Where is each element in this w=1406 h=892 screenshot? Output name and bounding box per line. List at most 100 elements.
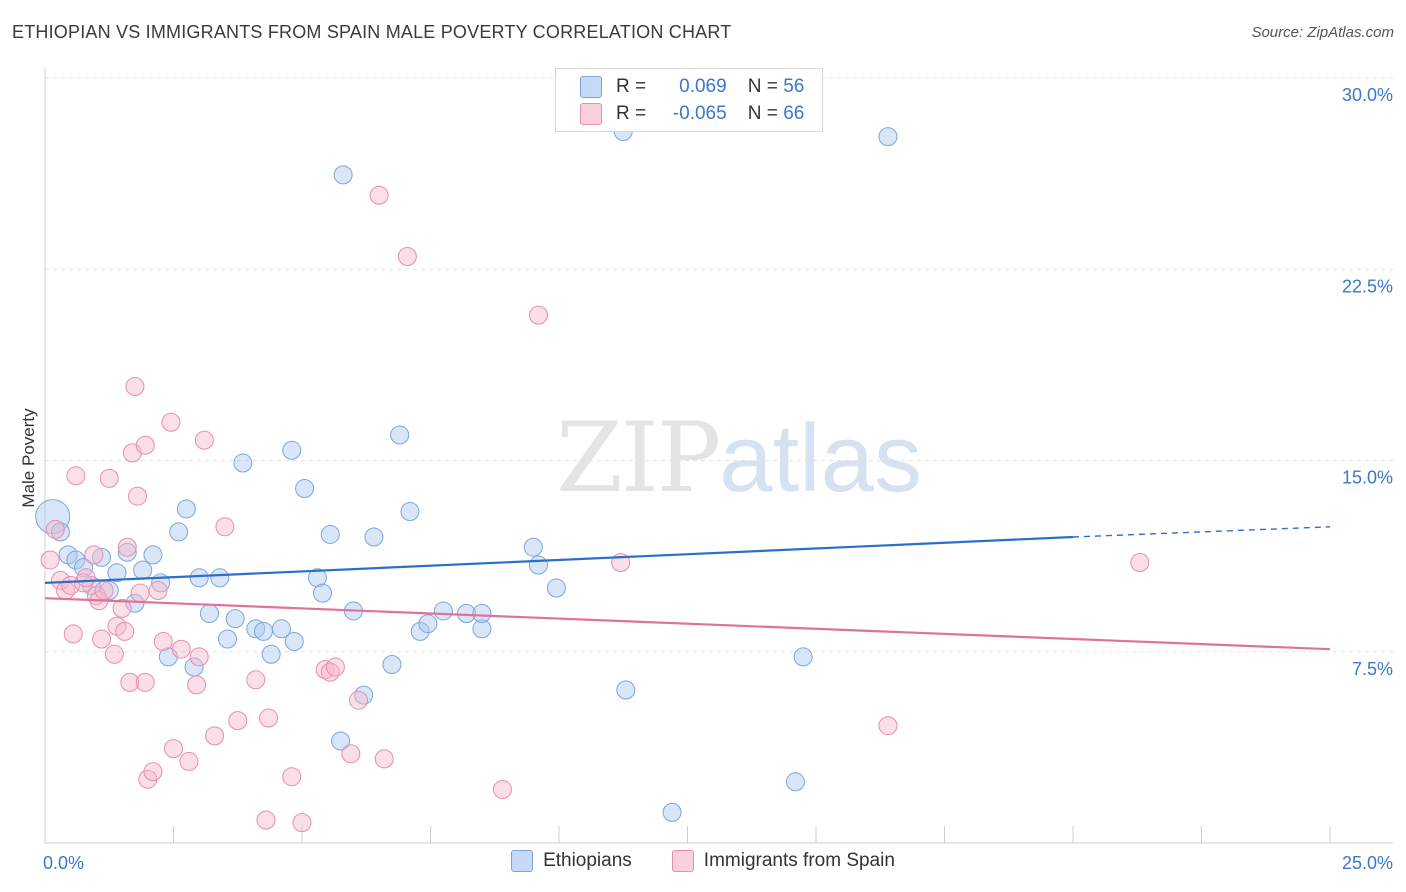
legend-item-spain: Immigrants from Spain <box>671 850 895 872</box>
watermark: ZIPatlas <box>556 402 922 514</box>
point-ethiopians <box>546 578 566 598</box>
legend-swatch-spain <box>671 850 694 872</box>
point-ethiopians <box>785 772 805 792</box>
point-spain <box>528 305 548 325</box>
y-tick-label: 22.5% <box>1342 276 1393 296</box>
x-tick-label: 25.0% <box>1342 853 1393 873</box>
point-spain <box>135 672 155 692</box>
point-spain <box>256 810 276 830</box>
point-spain <box>99 468 119 488</box>
point-spain <box>179 751 199 771</box>
point-spain <box>135 435 155 455</box>
point-spain <box>148 581 168 601</box>
point-spain <box>369 185 389 205</box>
watermark-zip: ZIP <box>556 402 721 514</box>
point-ethiopians <box>528 555 548 575</box>
point-spain <box>104 644 124 664</box>
point-ethiopians <box>210 568 230 588</box>
point-ethiopians <box>472 619 492 639</box>
point-ethiopians <box>143 545 163 565</box>
point-ethiopians <box>284 632 304 652</box>
point-ethiopians <box>331 731 351 751</box>
point-spain <box>341 744 361 764</box>
series-legend: Ethiopians Immigrants from Spain <box>0 850 1406 872</box>
point-ethiopians <box>382 655 402 674</box>
point-spain <box>171 639 191 659</box>
point-ethiopians <box>433 601 453 621</box>
point-ethiopians <box>66 550 86 570</box>
point-spain <box>282 767 302 787</box>
point-spain <box>215 517 235 537</box>
point-ethiopians <box>523 537 543 557</box>
point-spain <box>878 716 898 736</box>
legend-n-value: 66 <box>783 103 805 124</box>
point-ethiopians <box>878 127 898 147</box>
point-spain <box>128 486 148 506</box>
point-ethiopians <box>333 165 353 185</box>
point-ethiopians <box>117 542 137 562</box>
point-spain <box>143 762 163 782</box>
point-ethiopians <box>410 621 430 641</box>
point-ethiopians <box>320 524 340 544</box>
y-axis-label: Male Poverty <box>19 408 38 508</box>
grid-lines <box>45 77 1393 653</box>
legend-swatch-ethiopians <box>580 76 602 98</box>
point-ethiopians <box>261 644 281 664</box>
legend-swatch-ethiopians <box>511 850 534 872</box>
point-ethiopians <box>189 568 209 588</box>
point-ethiopians <box>390 425 410 445</box>
point-ethiopians <box>107 563 127 583</box>
point-ethiopians <box>793 647 813 667</box>
point-spain <box>63 624 83 644</box>
x-tick-label: 0.0% <box>43 853 84 873</box>
axis-labels: 7.5% 15.0% 22.5% 30.0% 0.0% 25.0% Male Poverty <box>19 85 1393 873</box>
point-spain <box>320 662 340 682</box>
point-ethiopians <box>616 680 636 700</box>
point-spain <box>66 466 86 486</box>
point-spain <box>259 708 279 728</box>
point-spain <box>205 726 225 746</box>
point-ethiopians <box>364 527 384 547</box>
legend-label-spain: Immigrants from Spain <box>703 850 895 871</box>
point-spain <box>187 675 207 695</box>
point-ethiopians <box>400 502 420 521</box>
point-ethiopians <box>233 453 253 473</box>
point-ethiopians <box>217 629 237 649</box>
point-ethiopians <box>176 499 196 519</box>
source-label: Source: ZipAtlas.com <box>1251 24 1394 41</box>
trend-line-spain <box>44 597 1331 651</box>
point-ethiopians <box>246 619 266 639</box>
point-ethiopians <box>418 614 438 634</box>
point-spain <box>130 583 150 603</box>
point-ethiopians <box>295 479 315 499</box>
point-ethiopians <box>307 568 327 588</box>
legend-swatch-spain <box>580 103 602 125</box>
watermark-atlas: atlas <box>719 405 922 512</box>
legend-n-label: N = <box>747 76 778 97</box>
point-spain <box>84 545 104 565</box>
point-ethiopians <box>199 604 219 623</box>
legend-r-value: -0.065 <box>672 103 727 124</box>
point-spain <box>120 672 140 692</box>
legend-n-label: N = <box>747 103 778 124</box>
point-ethiopians <box>354 685 374 705</box>
point-spain <box>1130 553 1150 572</box>
legend-row-ethiopians: R = 0.069 N = 56 <box>580 74 804 100</box>
point-spain <box>164 739 183 759</box>
point-spain <box>492 779 512 799</box>
point-spain <box>153 632 173 652</box>
data-points <box>35 122 1150 833</box>
legend-r-label: R = <box>616 76 647 97</box>
chart-title: ETHIOPIAN VS IMMIGRANTS FROM SPAIN MALE … <box>12 22 732 42</box>
point-ethiopians <box>472 604 492 623</box>
point-ethiopians <box>125 593 145 613</box>
point-spain <box>161 412 181 432</box>
point-ethiopians <box>662 802 682 822</box>
point-spain <box>125 377 145 397</box>
point-spain <box>45 519 65 539</box>
legend-item-ethiopians: Ethiopians <box>511 850 632 872</box>
point-ethiopians <box>50 522 70 542</box>
point-ethiopians <box>225 609 245 629</box>
point-spain <box>76 568 96 588</box>
